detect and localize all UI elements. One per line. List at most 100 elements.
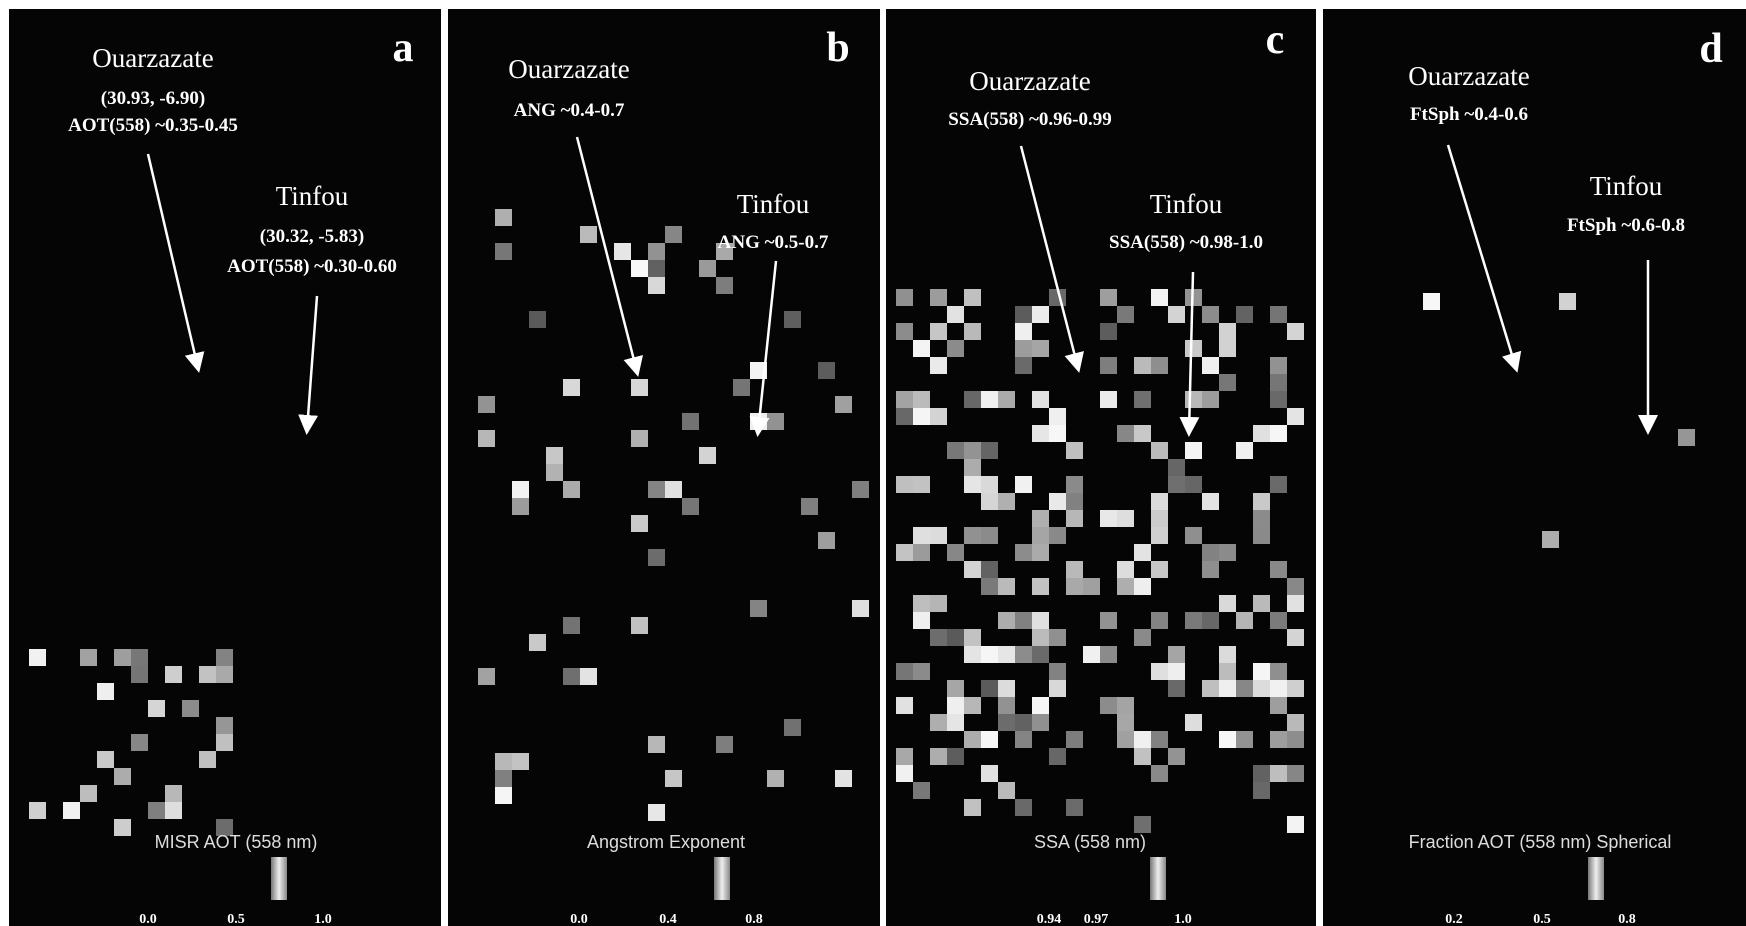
map-pixel	[981, 561, 998, 578]
map-pixel	[1134, 629, 1151, 646]
map-pixel	[1032, 578, 1049, 595]
site-info: AOT(558) ~0.30-0.60	[227, 256, 397, 277]
map-pixel	[1066, 561, 1083, 578]
map-pixel	[1015, 306, 1032, 323]
map-pixel	[1049, 680, 1066, 697]
map-pixel	[896, 323, 913, 340]
map-pixel	[1202, 357, 1219, 374]
map-pixel	[767, 770, 784, 787]
map-pixel	[80, 649, 97, 666]
map-pixel	[1134, 357, 1151, 374]
map-pixel	[114, 649, 131, 666]
map-pixel	[1219, 646, 1236, 663]
map-pixel	[1270, 425, 1287, 442]
map-pixel	[913, 391, 930, 408]
map-pixel	[1219, 340, 1236, 357]
map-pixel	[1049, 408, 1066, 425]
colorbar-title: MISR AOT (558 nm)	[155, 832, 318, 852]
map-pixel	[947, 697, 964, 714]
map-pixel	[1049, 527, 1066, 544]
map-pixel	[1185, 391, 1202, 408]
site-name: Ouarzazate	[508, 54, 629, 84]
map-pixel	[131, 734, 148, 751]
map-pixel	[1270, 306, 1287, 323]
map-pixel	[29, 802, 46, 819]
map-pixel	[1219, 374, 1236, 391]
map-pixel	[1253, 493, 1270, 510]
map-pixel	[1185, 527, 1202, 544]
map-pixel	[1117, 697, 1134, 714]
map-pixel	[580, 668, 597, 685]
colorbar-title: SSA (558 nm)	[1034, 832, 1146, 852]
colorbar-tick: 1.0	[1174, 912, 1192, 926]
map-pixel	[930, 323, 947, 340]
map-pixel	[1100, 646, 1117, 663]
colorbar-tick: 1.0	[314, 912, 332, 926]
map-pixel	[930, 289, 947, 306]
map-pixel	[1117, 731, 1134, 748]
map-pixel	[1253, 527, 1270, 544]
map-pixel	[216, 717, 233, 734]
map-pixel	[913, 595, 930, 612]
map-pixel	[648, 277, 665, 294]
map-pixel	[733, 379, 750, 396]
map-pixel	[563, 668, 580, 685]
map-pixel	[1168, 476, 1185, 493]
map-pixel	[478, 668, 495, 685]
map-pixel	[512, 498, 529, 515]
map-pixel	[1270, 765, 1287, 782]
map-pixel	[1423, 293, 1440, 310]
map-pixel	[1270, 476, 1287, 493]
map-pixel	[1202, 493, 1219, 510]
map-pixel	[1219, 731, 1236, 748]
map-pixel	[631, 515, 648, 532]
map-pixel	[1134, 578, 1151, 595]
colorbar-tick: 0.5	[227, 912, 245, 926]
map-pixel	[97, 683, 114, 700]
map-pixel	[1134, 748, 1151, 765]
map-pixel	[1015, 340, 1032, 357]
map-pixel	[1236, 612, 1253, 629]
map-pixel	[1151, 612, 1168, 629]
map-pixel	[478, 430, 495, 447]
map-pixel	[495, 770, 512, 787]
map-pixel	[896, 289, 913, 306]
colorbar-tick: 0.8	[1618, 912, 1636, 926]
map-pixel	[216, 734, 233, 751]
map-pixel	[216, 649, 233, 666]
map-pixel	[1202, 544, 1219, 561]
map-pixel	[1134, 816, 1151, 833]
map-pixel	[1117, 306, 1134, 323]
map-pixel	[1151, 765, 1168, 782]
map-pixel	[1287, 765, 1304, 782]
map-pixel	[930, 357, 947, 374]
map-pixel	[614, 243, 631, 260]
colorbar	[1588, 857, 1604, 900]
map-pixel	[1270, 731, 1287, 748]
figure: aOuarzazate(30.93, -6.90)AOT(558) ~0.35-…	[0, 0, 1746, 926]
map-pixel	[1168, 663, 1185, 680]
map-pixel	[913, 663, 930, 680]
colorbar-tick: 0.94	[1037, 912, 1062, 926]
map-pixel	[1185, 476, 1202, 493]
map-pixel	[1168, 459, 1185, 476]
map-pixel	[947, 629, 964, 646]
map-pixel	[913, 782, 930, 799]
map-pixel	[1032, 306, 1049, 323]
map-pixel	[1287, 714, 1304, 731]
site-name: Ouarzazate	[92, 43, 213, 73]
map-pixel	[1253, 765, 1270, 782]
map-pixel	[182, 700, 199, 717]
map-pixel	[947, 340, 964, 357]
site-info: AOT(558) ~0.35-0.45	[68, 115, 238, 136]
map-pixel	[1100, 289, 1117, 306]
map-pixel	[784, 311, 801, 328]
map-pixel	[1287, 629, 1304, 646]
map-pixel	[981, 646, 998, 663]
map-pixel	[1100, 697, 1117, 714]
map-pixel	[1100, 391, 1117, 408]
map-pixel	[1066, 493, 1083, 510]
map-pixel	[1066, 799, 1083, 816]
map-pixel	[1015, 612, 1032, 629]
map-pixel	[1270, 697, 1287, 714]
